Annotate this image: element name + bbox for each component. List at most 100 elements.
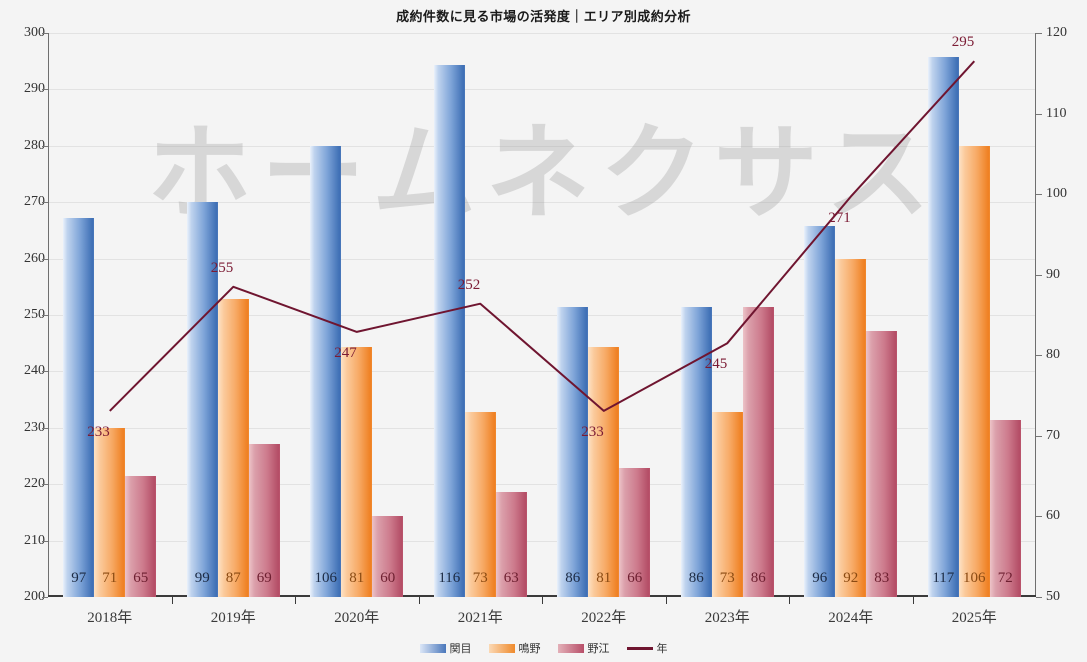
y-axis-left-tick-label: 290 <box>24 81 45 97</box>
y-axis-left-tickmark <box>42 145 48 147</box>
x-axis-tick-label: 2023年 <box>704 610 750 626</box>
plot-area <box>48 33 1036 597</box>
x-axis-separator <box>665 597 667 604</box>
y-axis-right-tick-label: 80 <box>1046 347 1060 363</box>
bar[interactable] <box>217 298 249 597</box>
bar[interactable] <box>372 516 404 597</box>
bar-value-label: 73 <box>719 570 735 586</box>
x-axis-separator <box>912 597 914 604</box>
bar-value-label: 86 <box>750 570 766 586</box>
bar-value-label: 99 <box>194 570 210 586</box>
legend-label: 年 <box>656 642 668 655</box>
y-axis-left-tick-label: 210 <box>24 532 45 548</box>
bar[interactable] <box>588 347 620 597</box>
x-axis-tick-label: 2020年 <box>334 610 380 626</box>
bar[interactable] <box>742 306 774 597</box>
bar[interactable] <box>310 145 342 597</box>
legend-item[interactable]: 野江 <box>557 640 610 656</box>
y-axis-left-tickmark <box>42 202 48 204</box>
y-axis-right-tick-label: 100 <box>1046 186 1067 202</box>
y-axis-left-tickmark <box>42 371 48 373</box>
bars-layer <box>48 33 1036 597</box>
y-axis-right-tick-label: 60 <box>1046 508 1060 524</box>
y-axis-left-tick-label: 260 <box>24 250 45 266</box>
legend-color-swatch <box>488 643 515 653</box>
y-axis-left-tickmark <box>42 540 48 542</box>
x-axis-separator <box>789 597 790 604</box>
bar-value-label: 81 <box>349 570 365 586</box>
bar[interactable] <box>804 226 836 597</box>
bar-value-label: 63 <box>503 570 519 586</box>
bar-value-label: 92 <box>843 570 859 586</box>
y-axis-left-tick-label: 220 <box>24 476 45 492</box>
y-axis-right-tick-label: 50 <box>1046 589 1060 604</box>
bar[interactable] <box>835 258 867 597</box>
y-axis-right-tick-label: 120 <box>1046 25 1067 40</box>
gridline <box>48 33 1036 34</box>
bar[interactable] <box>619 468 651 597</box>
line-value-label: 233 <box>87 423 110 440</box>
bar-value-label: 106 <box>963 570 986 586</box>
y-axis-left-tick-label: 280 <box>24 137 45 153</box>
legend-item[interactable]: 年 <box>626 640 668 656</box>
y-axis-left-tick-label: 230 <box>24 419 45 435</box>
y-axis-right-tickmark <box>1036 274 1042 276</box>
y-axis-left-tickmark <box>42 597 48 598</box>
legend-label: 関目 <box>449 642 472 655</box>
gridline <box>48 427 1036 429</box>
bar[interactable] <box>94 427 126 597</box>
y-axis-left-tick-label: 240 <box>24 363 45 379</box>
bar[interactable] <box>711 411 743 597</box>
bar-value-label: 87 <box>225 570 241 586</box>
x-axis-tick-label: 2018年 <box>87 610 133 626</box>
y-axis-left-tick-label: 200 <box>24 589 45 604</box>
bar-value-label: 117 <box>932 570 955 586</box>
x-axis-separator <box>418 597 420 604</box>
bar[interactable] <box>433 65 465 597</box>
line-value-label: 252 <box>457 276 481 293</box>
y-axis-left-tickmark <box>42 258 48 260</box>
y-axis-right-tickmark <box>1036 435 1042 437</box>
bar[interactable] <box>495 492 527 597</box>
legend-item[interactable]: 鳴野 <box>488 640 541 656</box>
bar-value-label: 106 <box>314 570 338 586</box>
line-value-label: 245 <box>704 356 728 373</box>
y-axis-right-tickmark <box>1036 113 1042 115</box>
chart-legend: 関目 鳴野 野江 年 <box>0 640 1087 656</box>
bar[interactable] <box>989 419 1021 597</box>
bar[interactable] <box>341 347 373 597</box>
bar[interactable] <box>125 476 157 597</box>
bar[interactable] <box>464 411 496 597</box>
legend-label: 野江 <box>587 642 610 655</box>
gridline <box>48 484 1036 486</box>
bar-value-label: 86 <box>565 570 581 586</box>
y-axis-right-tick-label: 90 <box>1046 266 1060 282</box>
bar[interactable] <box>866 331 898 597</box>
bar-value-label: 72 <box>997 570 1013 586</box>
y-axis-left-tickmark <box>42 315 48 316</box>
bar-value-label: 97 <box>71 570 87 586</box>
line-value-label: 255 <box>210 259 234 276</box>
bar[interactable] <box>958 145 990 597</box>
bar[interactable] <box>248 443 280 597</box>
bar[interactable] <box>680 306 712 597</box>
legend-color-swatch <box>419 643 446 653</box>
y-axis-right-tickmark <box>1036 355 1042 357</box>
x-axis-tick-label: 2022年 <box>581 610 627 626</box>
line-value-label: 247 <box>334 344 357 361</box>
y-axis-right-tick-label: 70 <box>1046 427 1060 443</box>
bar[interactable] <box>557 306 589 597</box>
plot-inner <box>48 33 1036 597</box>
chart-title: 成約件数に見る市場の活発度｜エリア別成約分析 <box>396 9 691 24</box>
bar[interactable] <box>927 57 959 597</box>
bar[interactable] <box>63 218 95 597</box>
legend-item[interactable]: 関目 <box>419 640 472 656</box>
bar-value-label: 73 <box>472 570 488 586</box>
bar-value-label: 69 <box>256 570 272 586</box>
y-axis-right-tickmark <box>1036 194 1042 196</box>
bar-value-label: 116 <box>438 570 461 586</box>
bar-value-label: 96 <box>812 570 828 586</box>
legend-label: 鳴野 <box>518 642 541 655</box>
legend-color-swatch <box>557 643 584 653</box>
